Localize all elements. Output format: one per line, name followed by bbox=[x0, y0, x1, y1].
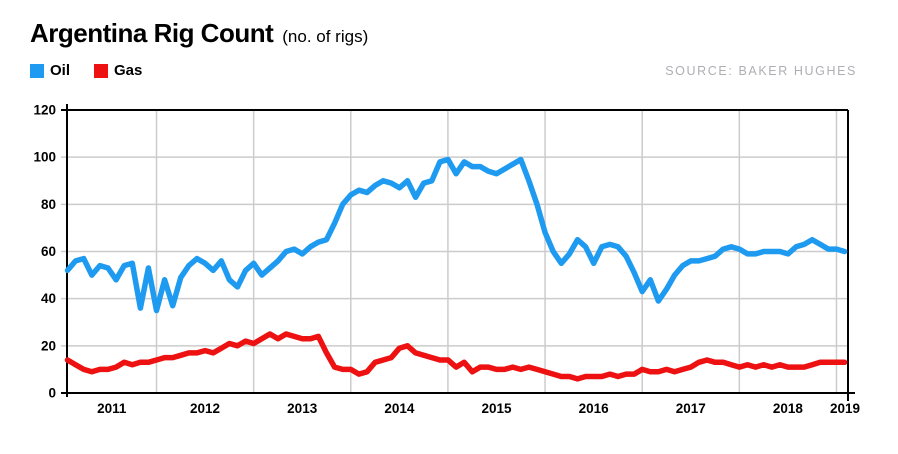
y-axis-label: 100 bbox=[33, 150, 56, 165]
x-axis-label: 2015 bbox=[481, 401, 512, 416]
y-axis-label: 120 bbox=[33, 103, 56, 118]
page-title: Argentina Rig Count bbox=[30, 18, 274, 48]
gas-swatch-icon bbox=[94, 63, 109, 78]
legend-label-gas: Gas bbox=[114, 62, 143, 79]
oil-swatch-icon bbox=[30, 63, 44, 78]
source-credit: SOURCE: BAKER HUGHES bbox=[665, 64, 857, 78]
legend: Oil Gas bbox=[30, 62, 142, 79]
page-subtitle: (no. of rigs) bbox=[282, 27, 369, 46]
chart-header: Argentina Rig Count (no. of rigs) bbox=[30, 18, 368, 49]
x-axis-label: 2018 bbox=[773, 401, 804, 416]
y-axis-label: 0 bbox=[48, 386, 56, 401]
x-axis-label: 2016 bbox=[579, 401, 610, 416]
legend-label-oil: Oil bbox=[50, 62, 71, 79]
x-axis-label: 2013 bbox=[287, 401, 318, 416]
oil-line bbox=[64, 156, 848, 314]
y-axis-label: 80 bbox=[41, 197, 56, 212]
x-axis-label: 2014 bbox=[384, 401, 415, 416]
x-axis-label: 2011 bbox=[97, 401, 127, 416]
legend-item-oil: Oil bbox=[30, 62, 70, 79]
x-axis-label: 2019 bbox=[830, 401, 860, 416]
x-axis-label: 2012 bbox=[190, 401, 220, 416]
y-axis-label: 60 bbox=[41, 244, 56, 259]
y-axis-label: 40 bbox=[41, 291, 56, 306]
legend-item-gas: Gas bbox=[94, 62, 142, 79]
y-axis-label: 20 bbox=[41, 338, 56, 353]
x-axis-label: 2017 bbox=[676, 401, 706, 416]
gas-line bbox=[64, 331, 848, 382]
